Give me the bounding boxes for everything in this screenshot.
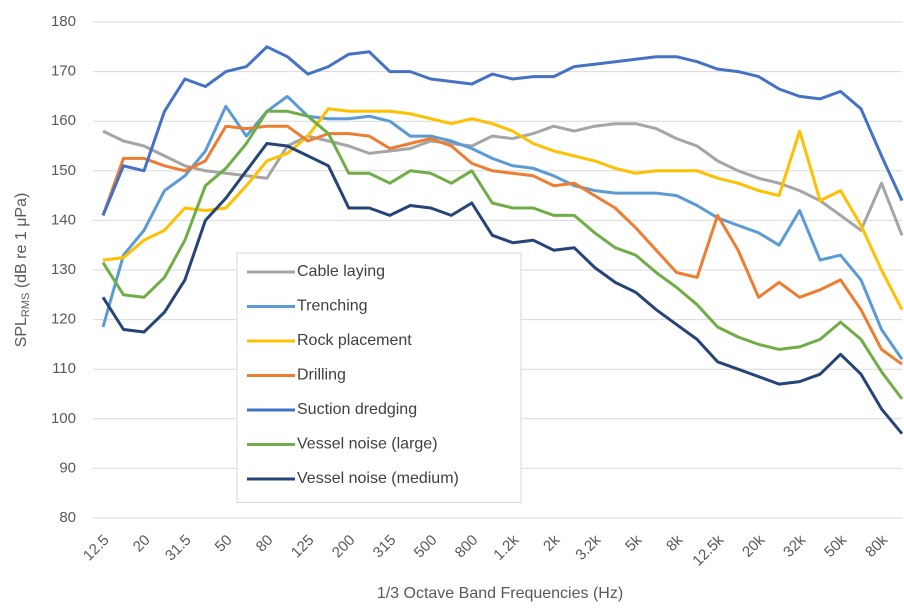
legend-label: Suction dredging (297, 401, 417, 418)
y-tick-label: 90 (59, 459, 76, 476)
x-axis-label: 1/3 Octave Band Frequencies (Hz) (377, 585, 623, 602)
x-tick-label: 12.5k (689, 531, 727, 569)
legend-label: Vessel noise (medium) (297, 470, 459, 487)
series-line (101, 142, 904, 435)
x-tick-label: 2k (540, 531, 564, 555)
y-label-sub: RMS (20, 293, 32, 317)
x-tick-label: 20 (130, 532, 154, 556)
legend-box (236, 252, 522, 503)
series-line (101, 124, 903, 366)
x-tick-label: 1.2k (490, 531, 522, 563)
series-line (102, 107, 904, 311)
y-axis-label: SPLRMS (dB re 1 μPa) (13, 193, 32, 348)
y-tick-label: 180 (51, 13, 76, 30)
x-tick-label: 200 (329, 532, 359, 562)
series-line (101, 94, 904, 361)
legend-label: Cable laying (297, 263, 385, 280)
y-tick-label: 160 (51, 112, 76, 129)
y-tick-label: 100 (51, 410, 76, 427)
x-tick-label: 5k (622, 531, 646, 555)
x-tick-label: 12.5 (80, 532, 113, 565)
legend-label: Vessel noise (large) (297, 436, 438, 453)
x-tick-label: 500 (411, 532, 441, 562)
x-tick-label: 31.5 (162, 532, 195, 565)
x-tick-label: 50k (821, 531, 850, 560)
y-tick-label: 130 (51, 261, 76, 278)
y-tick-label: 110 (52, 360, 76, 377)
x-tick-label: 8k (663, 531, 687, 555)
y-label-rest: (dB re 1 μPa) (13, 193, 30, 293)
y-label-main: SPL (13, 317, 30, 347)
y-tick-label: 170 (51, 63, 76, 80)
legend-label: Drilling (297, 367, 346, 384)
y-tick-label: 120 (51, 311, 76, 328)
x-tick-label: 80 (253, 532, 277, 556)
y-tick-label: 150 (51, 162, 76, 179)
x-tick-label: 50 (212, 532, 236, 556)
x-tick-label: 125 (288, 532, 318, 562)
series-line (101, 109, 904, 400)
x-tick-label: 80k (862, 531, 891, 560)
series-line (101, 45, 904, 216)
x-tick-label: 3.2k (572, 531, 604, 563)
x-tick-label: 315 (370, 532, 400, 562)
x-tick-label: 20k (739, 531, 768, 560)
legend-label: Rock placement (297, 332, 412, 349)
y-tick-label: 140 (51, 211, 76, 228)
legend-label: Trenching (297, 298, 368, 315)
x-tick-label: 800 (452, 532, 482, 562)
y-tick-label: 80 (59, 509, 76, 526)
series-line (102, 122, 904, 236)
x-tick-label: 32k (780, 531, 809, 560)
